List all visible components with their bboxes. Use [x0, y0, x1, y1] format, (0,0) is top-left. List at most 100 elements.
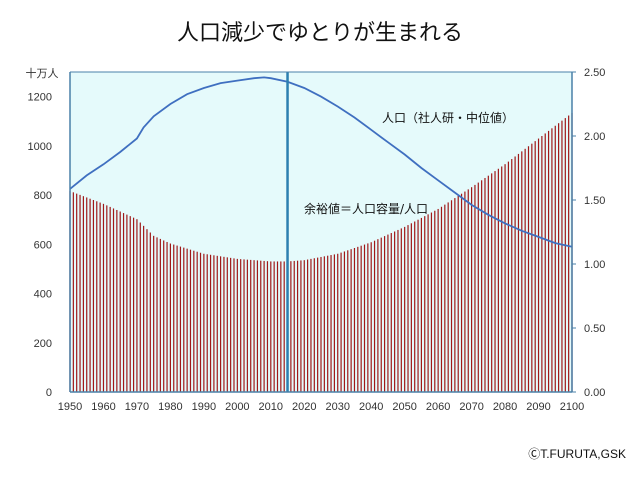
- ratio-bar: [300, 260, 302, 392]
- axes-frame: [69, 71, 573, 393]
- x-tick-label: 2070: [459, 401, 483, 413]
- ratio-bar: [280, 261, 282, 392]
- left-tick-label: 600: [34, 239, 52, 251]
- left-tick-label: 800: [34, 190, 52, 202]
- ratio-bar: [460, 193, 463, 392]
- left-tick-label: 400: [34, 289, 52, 301]
- ratio-bar: [564, 118, 566, 392]
- x-tick-label: 1980: [158, 401, 182, 413]
- x-tick-label: 1970: [125, 401, 149, 413]
- ratio-bar: [270, 261, 272, 392]
- x-tick-label: 1950: [58, 401, 82, 413]
- ratio-bar: [551, 128, 553, 392]
- ratio-bar: [176, 245, 178, 392]
- right-tick-label: 0.00: [584, 387, 605, 399]
- ratio-bar: [514, 156, 516, 392]
- ratio-bar: [236, 258, 238, 392]
- ratio-bar: [390, 233, 392, 392]
- ratio-bar: [209, 254, 212, 392]
- ratio-bar: [487, 175, 489, 392]
- x-tick-label: 2060: [426, 401, 450, 413]
- ratio-bar: [323, 256, 325, 392]
- ratio-bar: [273, 261, 275, 392]
- x-axis-ticks: 1950 1960 1970 1980 1990 2000 2010 2020 2030 2040…: [58, 401, 584, 413]
- ratio-bar: [467, 189, 469, 392]
- ratio-bar: [383, 236, 386, 392]
- ratio-bar: [534, 141, 536, 392]
- ratio-bar: [474, 184, 476, 392]
- left-tick-label: 200: [34, 338, 52, 350]
- ratio-bar: [377, 239, 379, 392]
- ratio-bar: [82, 196, 84, 392]
- ratio-bar: [434, 210, 436, 392]
- ratio-bar: [283, 261, 285, 392]
- ratio-bar: [173, 244, 175, 392]
- ratio-bar: [307, 259, 309, 392]
- ratio-bar: [296, 260, 299, 392]
- ratio-bar: [129, 216, 131, 392]
- ratio-bar: [347, 250, 349, 392]
- x-tick-label: 2020: [292, 401, 316, 413]
- ratio-bar: [447, 202, 449, 392]
- ratio-bar: [437, 208, 439, 392]
- left-axis-unit: 十万人: [26, 66, 59, 80]
- ratio-bar: [340, 252, 342, 392]
- left-tick-label: 0: [46, 387, 52, 399]
- right-tick-label: 1.50: [584, 195, 605, 207]
- ratio-bar: [320, 256, 322, 392]
- right-tick-label: 1.00: [584, 259, 605, 271]
- ratio-bar: [497, 168, 499, 392]
- ratio-bar: [76, 193, 78, 392]
- ratio-bar: [337, 253, 339, 392]
- x-tick-label: 2040: [359, 401, 383, 413]
- ratio-bar: [169, 243, 171, 392]
- x-tick-label: 2090: [526, 401, 550, 413]
- ratio-bar: [471, 187, 473, 392]
- ratio-bar: [501, 166, 503, 392]
- x-tick-label: 1990: [192, 401, 216, 413]
- ratio-bar: [544, 133, 546, 392]
- ratio-bar: [233, 258, 235, 392]
- ratio-bar: [250, 259, 252, 392]
- x-tick-label: 2030: [325, 401, 349, 413]
- ratio-bar: [367, 243, 369, 392]
- ratio-bar: [240, 259, 242, 392]
- ratio-bar: [246, 259, 248, 392]
- ratio-bar: [126, 214, 128, 392]
- ratio-bar: [220, 256, 222, 392]
- right-tick-label: 0.50: [584, 323, 605, 335]
- right-axis-ticks: 0.00 0.50 1.00 1.50 2.00 2.50: [572, 67, 605, 399]
- ratio-bar: [424, 216, 426, 392]
- ratio-bar: [206, 254, 208, 392]
- ratio-bar: [454, 198, 456, 392]
- population-line: [69, 76, 573, 248]
- ratio-bar: [89, 198, 91, 392]
- ratio-bar: [353, 248, 356, 392]
- ratio-bar: [524, 148, 526, 392]
- ratio-bar: [547, 130, 550, 392]
- ratio-bar: [303, 260, 305, 392]
- ratio-bar: [554, 125, 556, 392]
- ratio-bars: [69, 112, 573, 393]
- ratio-bar: [216, 255, 218, 392]
- ratio-bar: [310, 258, 312, 392]
- ratio-bar: [199, 252, 202, 392]
- ratio-bar: [558, 123, 560, 392]
- ratio-bar: [313, 258, 315, 392]
- ratio-bar: [189, 249, 192, 392]
- ratio-bar: [256, 260, 259, 392]
- ratio-bar: [226, 257, 228, 392]
- ratio-bar: [136, 219, 138, 392]
- left-tick-label: 1200: [28, 92, 52, 104]
- ratio-bar: [477, 182, 479, 392]
- ratio-bar: [99, 202, 101, 392]
- ratio-bar: [464, 191, 466, 392]
- population-label: 人口（社人研・中位値）: [382, 110, 514, 125]
- ratio-bar: [243, 259, 245, 392]
- ratio-bar: [266, 261, 269, 392]
- ratio-bar: [531, 143, 533, 392]
- ratio-bar: [159, 238, 161, 392]
- ratio-bar: [363, 244, 366, 392]
- ratio-label: 余裕値＝人口容量/人口: [304, 201, 428, 216]
- ratio-bar: [370, 242, 372, 392]
